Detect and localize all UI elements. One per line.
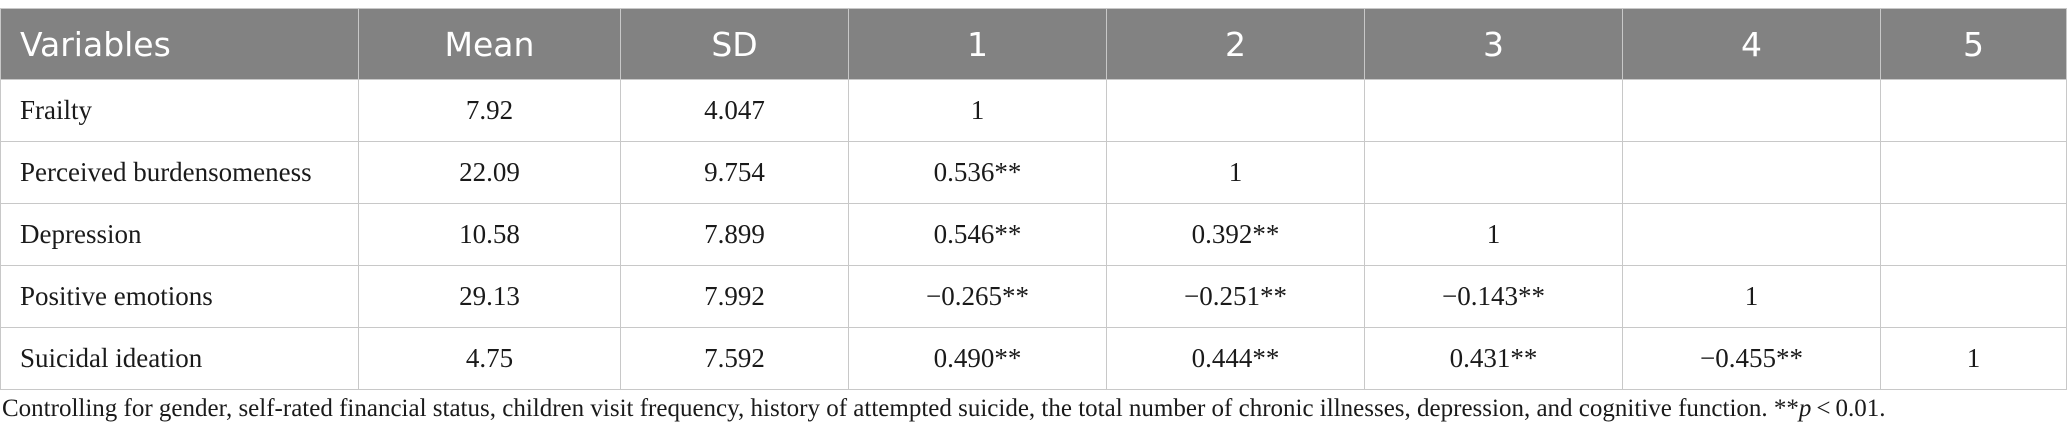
sd-cell: 7.592: [620, 327, 849, 390]
mean-cell: 10.58: [358, 203, 621, 266]
corr-cell: [1880, 265, 2067, 328]
mean-cell: 29.13: [358, 265, 621, 328]
table-row: Perceived burdensomeness 22.09 9.754 0.5…: [0, 141, 2067, 204]
corr-cell: 1: [1364, 203, 1623, 266]
corr-cell: [1622, 79, 1881, 142]
footnote-threshold: < 0.01.: [1811, 395, 1886, 422]
table-row: Frailty 7.92 4.047 1: [0, 79, 2067, 142]
footnote-p-symbol: p: [1798, 395, 1812, 422]
corr-cell: [1622, 203, 1881, 266]
correlation-table: Variables Mean SD 1 2 3 4 5 Frailty 7.92…: [0, 8, 2067, 390]
table-footnote: Controlling for gender, self-rated finan…: [2, 395, 1886, 423]
header-row: Variables Mean SD 1 2 3 4 5: [0, 8, 2067, 80]
header-col-4: 4: [1622, 8, 1881, 80]
corr-cell: [1622, 141, 1881, 204]
corr-cell: [1880, 203, 2067, 266]
mean-cell: 4.75: [358, 327, 621, 390]
corr-cell: [1106, 79, 1365, 142]
corr-cell: 0.444**: [1106, 327, 1365, 390]
corr-cell: 1: [1622, 265, 1881, 328]
table-row: Positive emotions 29.13 7.992 −0.265** −…: [0, 265, 2067, 328]
header-sd: SD: [620, 8, 849, 80]
corr-cell: [1880, 141, 2067, 204]
mean-cell: 22.09: [358, 141, 621, 204]
corr-cell: 0.546**: [848, 203, 1107, 266]
corr-cell: [1364, 141, 1623, 204]
corr-cell: 1: [1880, 327, 2067, 390]
variable-name: Frailty: [0, 79, 359, 142]
corr-cell: −0.455**: [1622, 327, 1881, 390]
mean-cell: 7.92: [358, 79, 621, 142]
header-variables: Variables: [0, 8, 359, 80]
corr-cell: −0.143**: [1364, 265, 1623, 328]
footnote-text: Controlling for gender, self-rated finan…: [2, 395, 1799, 422]
table-row: Suicidal ideation 4.75 7.592 0.490** 0.4…: [0, 327, 2067, 390]
variable-name: Depression: [0, 203, 359, 266]
variable-name: Suicidal ideation: [0, 327, 359, 390]
corr-cell: −0.251**: [1106, 265, 1365, 328]
header-col-5: 5: [1880, 8, 2067, 80]
sd-cell: 9.754: [620, 141, 849, 204]
corr-cell: −0.265**: [848, 265, 1107, 328]
header-col-3: 3: [1364, 8, 1623, 80]
corr-cell: 0.392**: [1106, 203, 1365, 266]
table-row: Depression 10.58 7.899 0.546** 0.392** 1: [0, 203, 2067, 266]
variable-name: Perceived burdensomeness: [0, 141, 359, 204]
header-col-2: 2: [1106, 8, 1365, 80]
corr-cell: 0.431**: [1364, 327, 1623, 390]
variable-name: Positive emotions: [0, 265, 359, 328]
sd-cell: 4.047: [620, 79, 849, 142]
corr-cell: 0.536**: [848, 141, 1107, 204]
corr-cell: 0.490**: [848, 327, 1107, 390]
corr-cell: [1364, 79, 1623, 142]
header-mean: Mean: [358, 8, 621, 80]
sd-cell: 7.992: [620, 265, 849, 328]
corr-cell: 1: [1106, 141, 1365, 204]
correlation-table-container: Variables Mean SD 1 2 3 4 5 Frailty 7.92…: [0, 8, 2067, 390]
sd-cell: 7.899: [620, 203, 849, 266]
header-col-1: 1: [848, 8, 1107, 80]
corr-cell: 1: [848, 79, 1107, 142]
corr-cell: [1880, 79, 2067, 142]
